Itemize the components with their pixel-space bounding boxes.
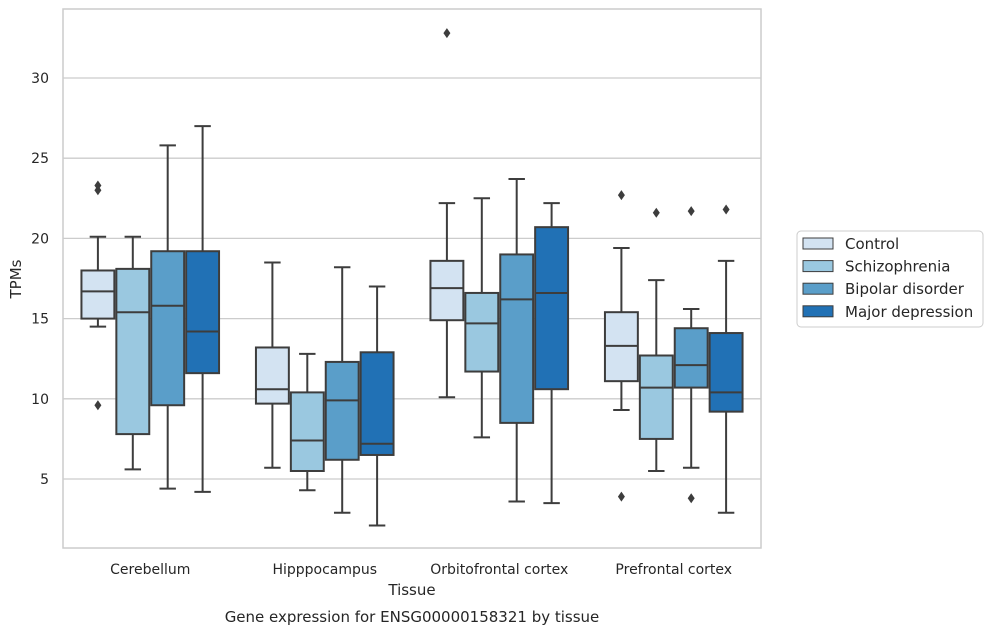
y-tick-label: 5 <box>40 472 49 488</box>
legend-label: Control <box>845 235 899 253</box>
box <box>534 226 570 391</box>
box <box>464 291 500 373</box>
outlier-point <box>94 400 102 411</box>
y-tick-label: 10 <box>31 392 49 408</box>
legend-label: Bipolar disorder <box>845 280 965 298</box>
x-tick-labels: Cerebellum Hipppocampus Orbitofrontal cort… <box>110 562 732 578</box>
box <box>429 259 465 322</box>
box-groups <box>80 28 744 527</box>
box-group <box>429 28 570 505</box>
outlier-point <box>443 28 451 39</box>
y-tick-label: 15 <box>31 312 49 328</box>
chart-caption: Gene expression for ENSG00000158321 by t… <box>225 608 600 626</box>
box <box>254 346 290 405</box>
legend: Control Schizophrenia Bipolar disorder Majo… <box>796 230 984 328</box>
legend-swatch <box>802 305 834 318</box>
x-tick-label: Cerebellum <box>110 562 190 578</box>
plot-area-frame <box>62 8 762 549</box>
box <box>80 269 116 320</box>
box <box>673 327 709 389</box>
x-tick-label: Prefrontal cortex <box>615 562 732 578</box>
outlier-point <box>722 204 730 215</box>
box <box>499 253 535 424</box>
x-tick-label: Orbitofrontal cortex <box>430 562 568 578</box>
y-tick-label: 20 <box>31 231 49 247</box>
legend-swatch <box>802 282 834 295</box>
y-axis-title: TPMs <box>7 259 25 299</box>
box <box>359 351 395 456</box>
legend-swatch <box>802 237 834 250</box>
legend-frame <box>796 230 984 328</box>
box-group <box>603 190 744 514</box>
box <box>289 391 325 473</box>
y-tick-label: 30 <box>31 71 49 87</box>
outlier-point <box>687 206 695 217</box>
y-tick-label: 25 <box>31 151 49 167</box>
legend-label: Major depression <box>845 303 973 321</box>
y-tick-labels: 5 10 15 20 25 30 <box>31 71 49 488</box>
box <box>324 360 360 461</box>
x-tick-label: Hipppocampus <box>272 562 377 578</box>
outlier-point <box>687 493 695 504</box>
outlier-point <box>617 491 625 502</box>
x-axis-title: Tissue <box>387 581 435 599</box>
outlier-point <box>617 190 625 201</box>
box <box>115 267 151 436</box>
legend-label: Schizophrenia <box>845 258 950 276</box>
box <box>150 250 186 407</box>
box <box>185 250 221 375</box>
outlier-point <box>94 185 102 196</box>
legend-swatch <box>802 260 834 273</box>
box-group <box>80 125 221 493</box>
box <box>708 332 744 413</box>
box-group <box>254 261 395 527</box>
box <box>638 354 674 440</box>
outlier-point <box>652 207 660 218</box>
